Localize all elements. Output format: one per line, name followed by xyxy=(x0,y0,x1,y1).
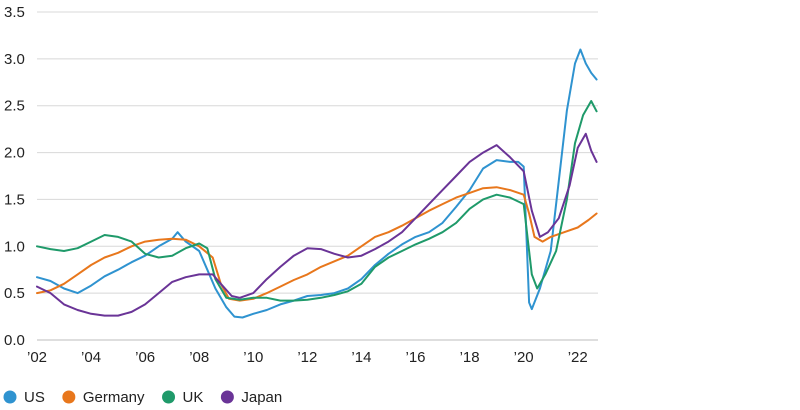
series-line-germany xyxy=(36,186,598,302)
legend-marker-uk xyxy=(162,390,176,404)
series-line-uk xyxy=(36,100,598,302)
legend-marker-germany xyxy=(62,390,76,404)
series-lines xyxy=(36,48,598,319)
x-tick-label: ’18 xyxy=(460,349,480,366)
x-tick-label: ’16 xyxy=(405,349,425,366)
x-tick-label: ’12 xyxy=(297,349,317,366)
series-line-us xyxy=(36,48,598,319)
x-tick-label: ’20 xyxy=(514,349,534,366)
legend-label-uk: UK xyxy=(183,389,204,406)
gridlines xyxy=(37,11,598,341)
y-tick-label: 0.5 xyxy=(4,285,25,302)
x-tick-label: ’22 xyxy=(568,349,588,366)
y-tick-label: 2.5 xyxy=(4,98,25,115)
legend: US Germany UK Japan xyxy=(3,389,282,406)
x-tick-label: ’08 xyxy=(189,349,209,366)
legend-label-us: US xyxy=(24,389,45,406)
y-tick-label: 3.5 xyxy=(4,4,25,21)
y-tick-label: 2.0 xyxy=(4,145,25,162)
legend-label-japan: Japan xyxy=(241,389,282,406)
series-line-japan xyxy=(36,132,598,317)
legend-marker-japan xyxy=(220,390,234,404)
x-tick-label: ’04 xyxy=(81,349,101,366)
x-tick-label: ’14 xyxy=(351,349,371,366)
x-tick-label: ’06 xyxy=(135,349,155,366)
y-tick-label: 3.0 xyxy=(4,51,25,68)
y-tick-label: 1.5 xyxy=(4,191,25,208)
y-tick-label: 0.0 xyxy=(4,332,25,349)
legend-marker-us xyxy=(3,390,17,404)
legend-label-germany: Germany xyxy=(83,389,145,406)
x-tick-label: ’10 xyxy=(243,349,263,366)
axes: 0.0 0.5 1.0 1.5 2.0 2.5 3.0 3.5 ’02 ’04 ’06 ’08 ’10 ’… xyxy=(4,4,588,366)
x-tick-label: ’02 xyxy=(27,349,47,366)
y-tick-label: 1.0 xyxy=(4,238,25,255)
